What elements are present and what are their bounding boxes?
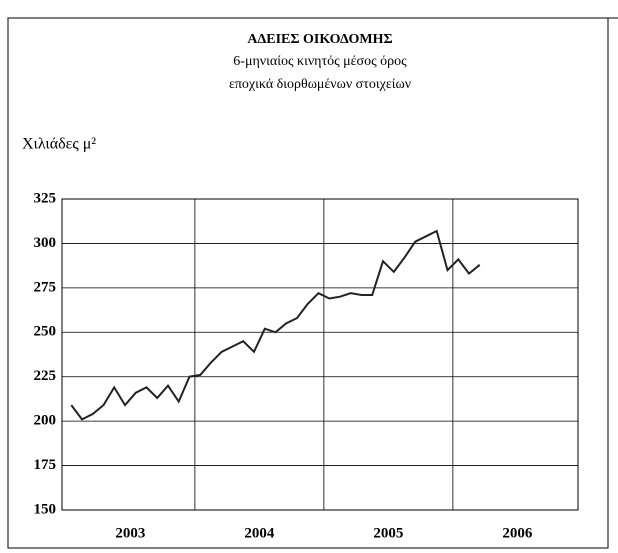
y-axis-label: Χιλιάδες μ² xyxy=(22,136,96,153)
y-tick-label: 150 xyxy=(34,501,57,517)
y-tick-label: 325 xyxy=(34,190,57,206)
x-tick-label: 2003 xyxy=(115,525,145,541)
y-tick-label: 250 xyxy=(34,324,57,340)
x-tick-label: 2005 xyxy=(373,525,403,541)
y-tick-label: 200 xyxy=(34,413,57,429)
y-tick-label: 225 xyxy=(34,368,57,384)
chart-subtitle: 6-μηνιαίος κινητός μέσος όρος xyxy=(233,54,407,69)
chart-title: ΑΔΕΙΕΣ ΟΙΚΟΔΟΜΗΣ xyxy=(247,32,392,47)
x-tick-label: 2006 xyxy=(502,525,533,541)
x-tick-label: 2004 xyxy=(244,525,275,541)
chart-subtitle: εποχικά διορθωμένων στοιχείων xyxy=(229,77,411,92)
data-line xyxy=(70,229,481,421)
y-tick-label: 175 xyxy=(34,457,57,473)
y-tick-label: 275 xyxy=(34,279,57,295)
frame xyxy=(7,17,609,549)
plot-area xyxy=(61,198,579,511)
y-tick-label: 300 xyxy=(34,235,57,251)
